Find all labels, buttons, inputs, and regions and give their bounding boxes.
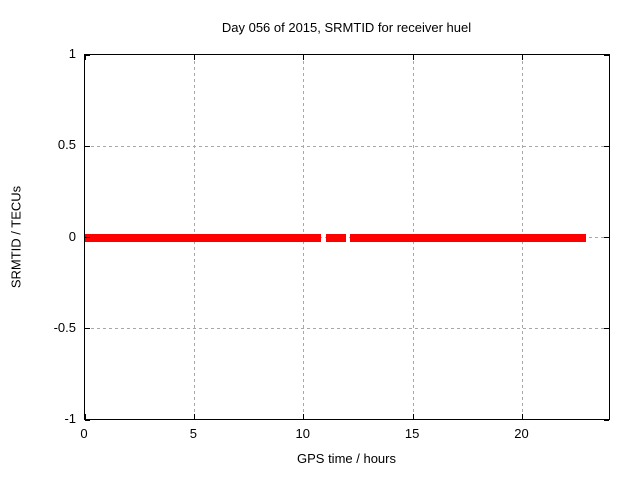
plot-area [84, 54, 610, 421]
y-tick-left--0.5 [85, 328, 90, 330]
y-tick-left-1 [85, 54, 90, 56]
y-tick-right--0.5 [604, 328, 609, 330]
y-tick-right--1 [604, 419, 609, 421]
data-segment [325, 233, 347, 242]
y-tick-right-0 [604, 237, 609, 238]
y-tick-right-0.5 [604, 145, 609, 147]
x-tick-top-15 [412, 55, 414, 60]
x-tick-top-10 [303, 55, 305, 60]
y-tick-label-0.5: 0.5 [57, 137, 76, 153]
x-tick-label-15: 15 [404, 426, 420, 441]
chart-title: Day 056 of 2015, SRMTID for receiver hue… [221, 20, 472, 35]
grid-line-y-0.5 [85, 145, 609, 147]
y-tick-label--0.5: -0.5 [53, 319, 76, 335]
y-tick-label-1: 1 [68, 46, 76, 61]
grid-line-y-0 [85, 237, 609, 238]
x-tick-label-0: 0 [80, 426, 88, 441]
x-tick-bottom-20 [522, 414, 523, 419]
x-tick-top-0 [84, 55, 86, 60]
y-tick-label-0: 0 [68, 228, 76, 244]
x-tick-label-10: 10 [295, 426, 310, 441]
data-segment [85, 233, 322, 242]
x-tick-top-5 [193, 55, 195, 60]
x-tick-label-20: 20 [514, 426, 529, 441]
x-tick-label-5: 5 [189, 426, 197, 441]
y-tick-right-1 [604, 54, 609, 56]
grid-line-y--0.5 [85, 328, 609, 330]
y-tick-left--1 [85, 419, 90, 421]
data-segment [349, 233, 586, 242]
y-tick-left-0 [85, 237, 90, 238]
y-tick-left-0.5 [85, 145, 90, 147]
x-tick-bottom-10 [303, 414, 305, 419]
x-axis-label: GPS time / hours [297, 451, 396, 466]
x-tick-bottom-5 [193, 414, 195, 419]
x-tick-bottom-0 [84, 414, 86, 419]
x-tick-bottom-15 [412, 414, 414, 419]
y-tick-label--1: -1 [64, 411, 76, 426]
x-tick-top-20 [522, 55, 523, 60]
